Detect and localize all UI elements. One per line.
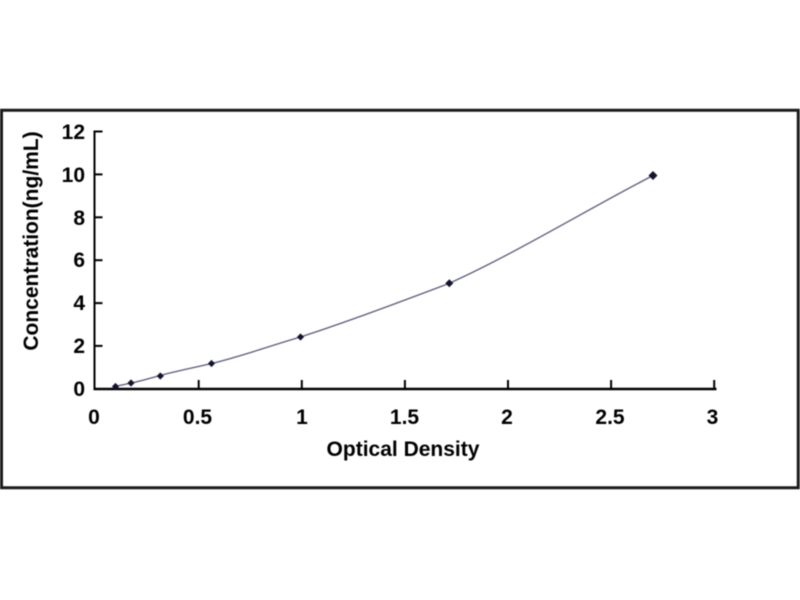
svg-text:2.5: 2.5 (595, 406, 625, 429)
svg-text:0.5: 0.5 (183, 406, 213, 429)
svg-text:Concentration(ng/mL): Concentration(ng/mL) (20, 131, 43, 350)
svg-text:4: 4 (73, 292, 85, 315)
svg-text:1.5: 1.5 (390, 406, 420, 429)
svg-text:Optical Density: Optical Density (327, 438, 480, 461)
svg-text:6: 6 (73, 249, 85, 272)
svg-text:3: 3 (707, 406, 719, 429)
svg-text:0: 0 (73, 378, 85, 401)
svg-text:1: 1 (296, 406, 308, 429)
svg-text:2: 2 (73, 335, 85, 358)
svg-text:12: 12 (62, 121, 85, 144)
svg-text:2: 2 (501, 406, 513, 429)
svg-text:10: 10 (62, 164, 85, 187)
svg-text:0: 0 (88, 406, 100, 429)
svg-text:8: 8 (73, 207, 85, 230)
